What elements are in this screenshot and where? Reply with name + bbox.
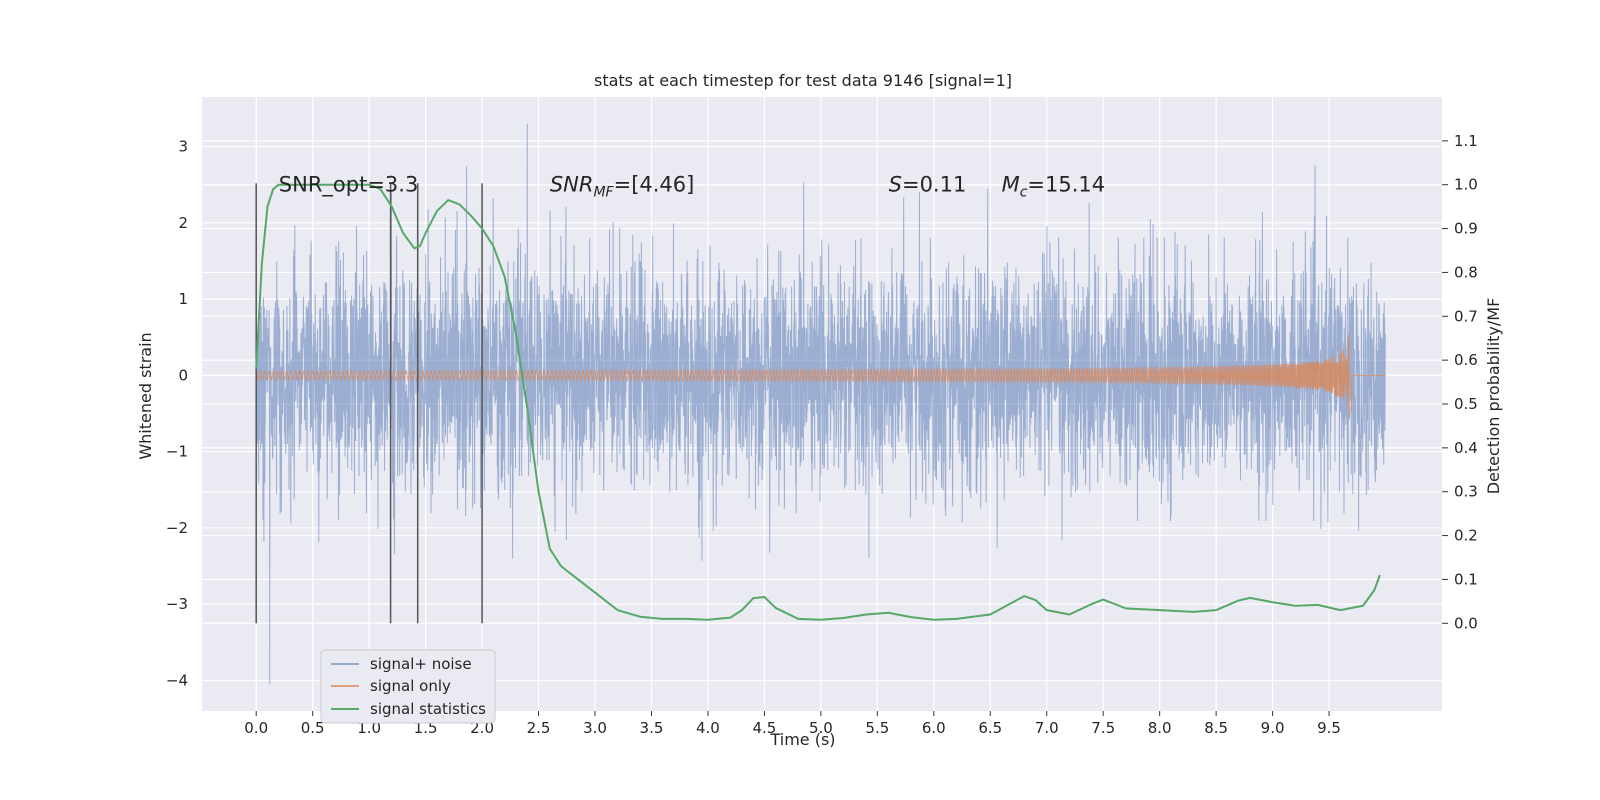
right-y-tick-label: 0.0	[1454, 614, 1478, 632]
x-axis-ticks: 0.0 0.5 1.0 1.5 2.0 2.5 3.0 3.5 4.0 4.5 5.0 5.5 6.0 6…	[244, 711, 1341, 737]
series-signal-only	[255, 332, 1386, 420]
x-tick-label: 6.5	[978, 719, 1002, 737]
legend-frame	[320, 649, 496, 724]
left-y-axis-ticks: −4 −3 −2 −1 0 1 2 3	[166, 138, 188, 690]
x-tick-label: 7.5	[1091, 719, 1115, 737]
right-y-tick-label: 0.9	[1454, 220, 1478, 238]
x-tick-label: 5.0	[809, 719, 833, 737]
signal-statistics-line	[255, 183, 1381, 621]
right-y-tick-label: 0.3	[1454, 483, 1478, 501]
left-y-tick-label: 3	[178, 138, 188, 156]
left-y-tick-label: 1	[178, 290, 188, 308]
right-y-axis-ticks: 0.0 0.1 0.2 0.3 0.4 0.5 0.6 0.7 0.8 0.9 1.0 1.1	[1442, 132, 1478, 632]
x-tick-label: 3.0	[583, 719, 607, 737]
left-y-tick-label: −2	[166, 519, 188, 537]
x-tick-label: 9.0	[1261, 719, 1285, 737]
x-tick-label: 8.0	[1148, 719, 1172, 737]
chart-title: stats at each timestep for test data 914…	[594, 71, 1012, 90]
vertical-markers	[255, 183, 483, 624]
right-y-tick-label: 0.5	[1454, 395, 1478, 413]
x-tick-label: 5.5	[865, 719, 889, 737]
annotation-0: SNR_opt=3.3	[279, 173, 419, 198]
signal-only-line	[255, 332, 1386, 420]
right-y-tick-label: 0.7	[1454, 307, 1478, 325]
legend-label-signal-statistics: signal statistics	[370, 700, 486, 718]
right-y-tick-label: 0.4	[1454, 439, 1478, 457]
right-y-tick-label: 1.0	[1454, 176, 1478, 194]
x-tick-label: 8.5	[1204, 719, 1228, 737]
x-tick-label: 2.5	[527, 719, 551, 737]
x-tick-label: 3.5	[640, 719, 664, 737]
right-y-tick-label: 0.1	[1454, 570, 1478, 588]
legend-label-signal-only: signal only	[370, 677, 451, 695]
annotations: SNR_opt=3.3 SNRMF=[4.46] S=0.11 Mc=15.14	[279, 173, 1105, 201]
right-y-tick-label: 0.2	[1454, 527, 1478, 545]
x-tick-label: 9.5	[1317, 719, 1341, 737]
right-y-axis-label: Detection probability/MF	[1484, 298, 1503, 495]
left-y-tick-label: −3	[166, 595, 188, 613]
annotation-3: Mc=15.14	[1002, 173, 1106, 201]
x-axis-label: Time (s)	[769, 730, 835, 749]
left-y-tick-label: 2	[178, 214, 188, 232]
right-y-tick-label: 0.8	[1454, 263, 1478, 281]
annotation-1: SNRMF=[4.46]	[550, 173, 695, 201]
x-tick-label: 7.0	[1035, 719, 1059, 737]
right-y-tick-label: 0.6	[1454, 351, 1478, 369]
annotation-2: S=0.11	[889, 173, 967, 197]
right-y-tick-label: 1.1	[1454, 132, 1478, 150]
left-y-tick-label: −4	[166, 671, 188, 689]
x-tick-label: 0.5	[301, 719, 325, 737]
series-signal-statistics	[255, 183, 1381, 621]
legend-label-signal-plus-noise: signal+ noise	[370, 655, 472, 673]
left-y-axis-label: Whitened strain	[136, 332, 155, 459]
legend: signal+ noise signal only signal statist…	[320, 649, 496, 724]
x-tick-label: 6.0	[922, 719, 946, 737]
x-tick-label: 4.0	[696, 719, 720, 737]
x-tick-label: 0.0	[244, 719, 268, 737]
left-y-tick-label: 0	[178, 366, 188, 384]
left-y-tick-label: −1	[166, 443, 188, 461]
x-tick-label: 4.5	[752, 719, 776, 737]
